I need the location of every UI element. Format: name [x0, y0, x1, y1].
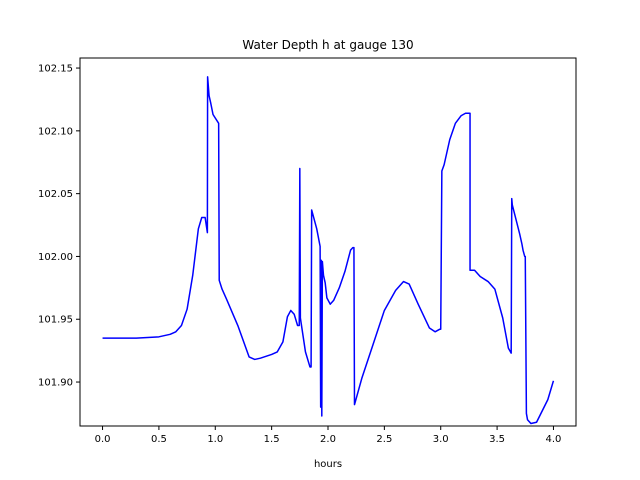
y-tick-label: 102.10	[38, 126, 73, 137]
x-tick-label: 2.5	[376, 434, 392, 445]
series-line-0	[102, 76, 555, 425]
x-tick-label: 1.5	[264, 434, 280, 445]
x-tick-label: 1.0	[207, 434, 223, 445]
y-tick-label: 101.95	[38, 315, 73, 326]
x-axis-label: hours	[314, 459, 342, 470]
plot-area: 0.0 0.5 1.0 1.5 2.0 2.5 3.0 3.5 4.0 101.90 101.95 1…	[38, 57, 577, 445]
x-tick-label: 4.0	[546, 434, 562, 445]
x-tick-label: 3.5	[489, 434, 505, 445]
y-tick-label: 102.05	[38, 189, 73, 200]
x-tick-label: 0.5	[151, 434, 167, 445]
x-tick-label: 0.0	[95, 434, 111, 445]
y-tick-label: 101.90	[38, 378, 73, 389]
y-tick-label: 102.15	[38, 64, 73, 75]
y-tick-label: 102.00	[38, 252, 73, 263]
x-tick-label: 3.0	[433, 434, 449, 445]
x-tick-label: 2.0	[320, 434, 336, 445]
chart-title: Water Depth h at gauge 130	[242, 38, 413, 52]
